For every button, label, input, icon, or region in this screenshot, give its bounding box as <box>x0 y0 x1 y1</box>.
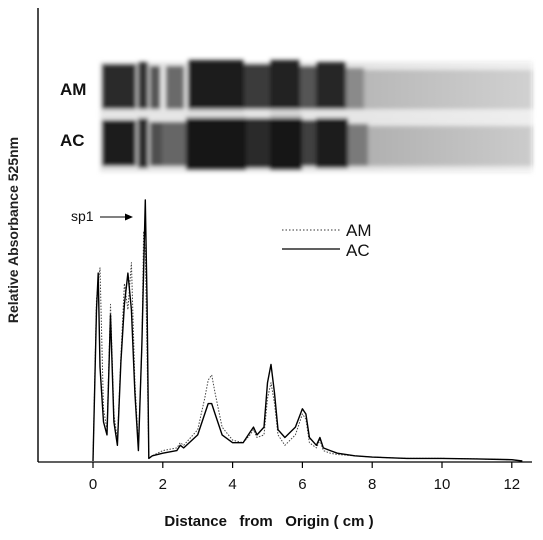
x-tick-label: 8 <box>368 476 376 493</box>
gel-label-am: AM <box>60 80 86 99</box>
x-tick-label: 4 <box>228 476 236 493</box>
annotation-arrow-head <box>125 213 133 221</box>
x-tick-label: 0 <box>89 476 97 493</box>
legend: AM AC <box>282 221 372 260</box>
x-tick-label: 2 <box>159 476 167 493</box>
gel-label-ac: AC <box>60 131 85 150</box>
legend-am-label: AM <box>346 221 372 240</box>
annotation-sp1: sp1 <box>71 208 94 224</box>
series-line-ac <box>92 199 523 462</box>
x-axis-ticks: 0 2 4 6 8 10 12 <box>89 462 520 493</box>
series-line-am <box>92 230 523 462</box>
legend-ac-label: AC <box>346 241 370 260</box>
y-axis-label: Relative Absorbance 525nm <box>5 137 21 323</box>
x-axis-label: Distance from Origin ( cm ) <box>164 513 373 530</box>
x-tick-label: 12 <box>503 476 520 493</box>
x-tick-label: 10 <box>434 476 451 493</box>
x-tick-label: 6 <box>298 476 306 493</box>
plot-area <box>92 199 523 462</box>
gel-image <box>100 60 532 172</box>
